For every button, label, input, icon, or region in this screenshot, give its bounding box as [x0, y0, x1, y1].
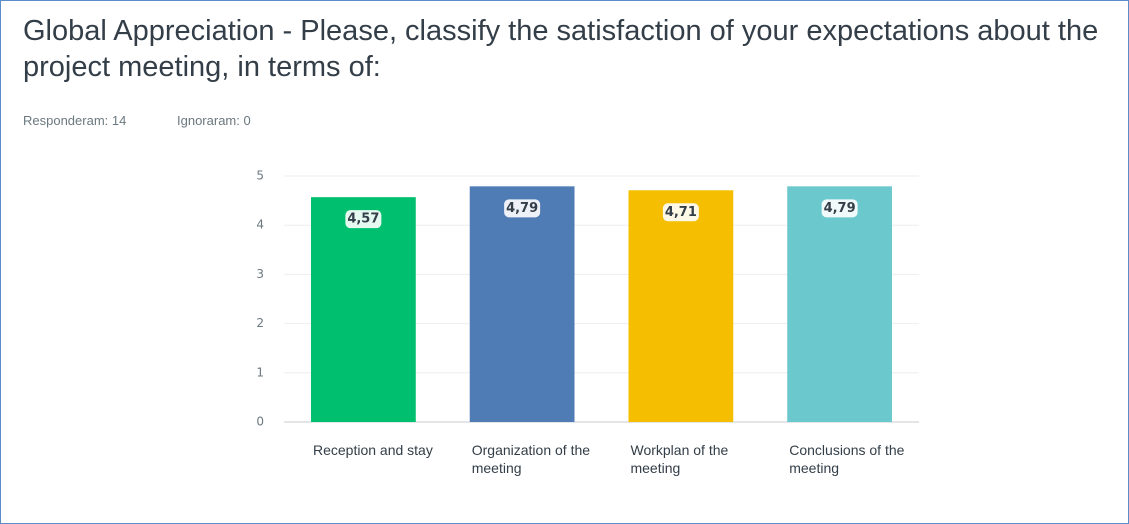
responded: Responderam: 14 — [23, 113, 127, 128]
value-label-bg — [662, 203, 699, 222]
x-tick-label: Conclusions of the meeting — [789, 442, 905, 476]
x-tick-label: Workplan of the meeting — [630, 442, 729, 476]
value-label-bg — [821, 199, 858, 218]
skipped: Ignoraram: 0 — [177, 113, 251, 128]
bar — [787, 186, 893, 422]
x-tick-label: Reception and stay — [312, 442, 433, 458]
bar — [469, 186, 575, 422]
value-label: 4,71 — [665, 205, 697, 220]
y-tick-label: 0 — [256, 415, 264, 429]
value-label: 4,79 — [824, 201, 856, 216]
value-label: 4,79 — [506, 201, 538, 216]
x-tick-label: Organization of the meeting — [471, 442, 591, 476]
bar — [628, 190, 734, 422]
y-tick-label: 4 — [256, 218, 264, 232]
y-tick-label: 1 — [256, 365, 264, 379]
y-tick-label: 3 — [256, 267, 264, 281]
y-tick-label: 2 — [256, 316, 264, 330]
value-label-bg — [345, 210, 382, 229]
bar — [310, 197, 416, 422]
chart-title: Global Appreciation - Please, classify t… — [23, 15, 1099, 83]
value-label-bg — [504, 199, 541, 218]
value-label: 4,57 — [347, 212, 379, 227]
y-tick-label: 5 — [256, 169, 264, 183]
